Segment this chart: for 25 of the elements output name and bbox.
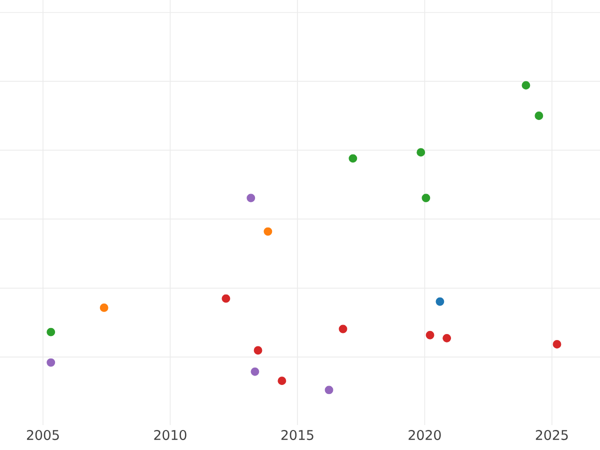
point [426,330,434,340]
point [100,303,108,312]
point [416,148,426,157]
point [46,358,56,367]
point [246,194,256,202]
point [436,297,444,306]
point [552,340,562,348]
x-tick-label: 2020 [408,430,441,440]
point [534,112,544,120]
point [264,227,272,236]
point [254,346,262,355]
point [278,376,286,386]
x-tick-label: 2010 [154,430,186,440]
point [338,324,348,334]
point [46,328,56,336]
x-tick-label: 2005 [26,430,59,440]
point [348,154,358,163]
point [324,386,334,394]
point [422,194,430,202]
point [222,294,230,303]
x-tick-label: 2025 [536,430,568,440]
x-tick-label: 2015 [281,430,314,440]
point [250,367,260,376]
point [442,334,452,342]
point [522,81,530,90]
